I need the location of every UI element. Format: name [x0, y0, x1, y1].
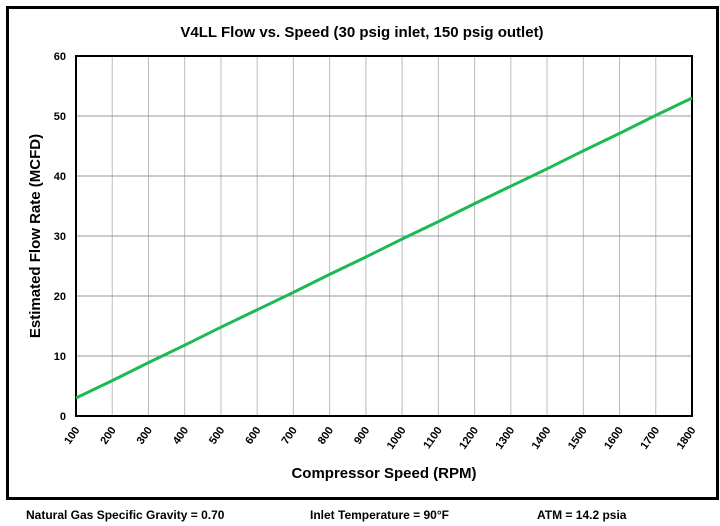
x-tick-label: 500 — [207, 425, 227, 447]
x-tick-label: 800 — [316, 425, 336, 447]
x-tick-label: 200 — [98, 425, 118, 447]
y-tick-label: 30 — [54, 231, 66, 243]
y-tick-label: 20 — [54, 291, 66, 303]
x-tick-label: 1600 — [602, 425, 626, 452]
footer-atm: ATM = 14.2 psia — [537, 508, 627, 522]
x-tick-label: 100 — [62, 425, 82, 447]
x-tick-label: 1800 — [675, 425, 699, 452]
x-tick-label: 1200 — [457, 425, 481, 452]
x-tick-label: 1000 — [385, 425, 409, 452]
x-tick-label: 1700 — [638, 425, 662, 452]
x-tick-label: 1400 — [530, 425, 554, 452]
x-tick-label: 1100 — [421, 425, 445, 451]
x-tick-label: 600 — [243, 425, 263, 447]
flow-series-line — [75, 96, 693, 400]
x-axis-label: Compressor Speed (RPM) — [291, 465, 476, 482]
footer-gravity: Natural Gas Specific Gravity = 0.70 — [26, 508, 225, 522]
y-tick-label: 50 — [54, 111, 66, 123]
y-tick-label: 60 — [54, 51, 66, 63]
footer-temperature: Inlet Temperature = 90°F — [310, 508, 449, 522]
y-axis-label: Estimated Flow Rate (MCFD) — [27, 134, 44, 338]
chart-frame — [6, 6, 719, 500]
y-tick-label: 40 — [54, 171, 66, 183]
plot-area-border — [75, 55, 693, 417]
x-tick-label: 300 — [135, 425, 155, 447]
x-tick-label: 400 — [171, 425, 191, 447]
x-tick-label: 1500 — [566, 425, 590, 452]
y-tick-label: 10 — [54, 351, 66, 363]
chart-title: V4LL Flow vs. Speed (30 psig inlet, 150 … — [180, 24, 543, 41]
x-tick-label: 900 — [352, 425, 372, 447]
x-tick-label: 700 — [280, 425, 300, 447]
x-tick-label: 1300 — [493, 425, 517, 452]
y-tick-label: 0 — [60, 411, 66, 423]
